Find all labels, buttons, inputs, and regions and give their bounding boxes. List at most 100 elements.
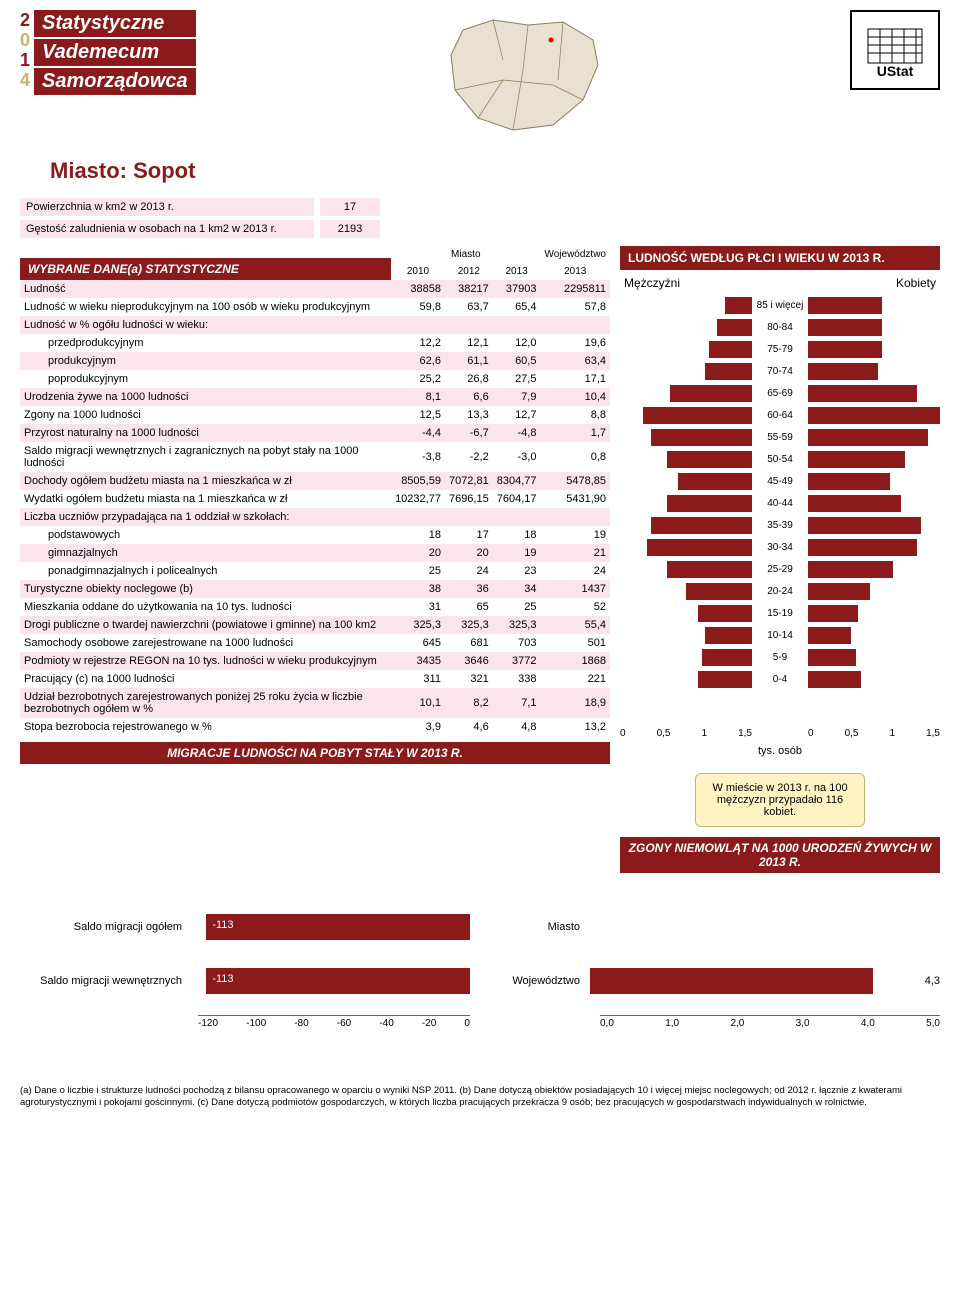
hbar-row: Saldo migracji wewnętrznych-113 — [20, 961, 470, 1001]
cell: -6,7 — [445, 424, 493, 442]
zgony-label: Miasto — [490, 921, 590, 933]
pyramid-age-label: 5-9 — [752, 652, 808, 663]
row-label: Ludność w wieku nieprodukcyjnym na 100 o… — [20, 298, 391, 316]
cell: 57,8 — [540, 298, 610, 316]
table-row: ponadgimnazjalnych i policealnych2524232… — [20, 562, 610, 580]
row-label: Pracujący (c) na 1000 ludności — [20, 670, 391, 688]
table-row: Ludność w % ogółu ludności w wieku: — [20, 316, 610, 334]
title-block: Statystyczne Vademecum Samorządowca — [34, 10, 196, 95]
pyramid-row: 5-9 — [620, 646, 940, 668]
pyramid-row: 50-54 — [620, 448, 940, 470]
pyramid-bar-male — [651, 517, 752, 534]
cell: 7696,15 — [445, 490, 493, 508]
tick: -40 — [379, 1018, 393, 1029]
hbar-bar — [206, 914, 470, 940]
pyramid-row: 40-44 — [620, 492, 940, 514]
cell: 59,8 — [391, 298, 445, 316]
cell: -3,0 — [493, 442, 541, 472]
cell: 13,3 — [445, 406, 493, 424]
zgony-value: 4,3 — [925, 975, 940, 987]
row-label: Wydatki ogółem budżetu miasta na 1 miesz… — [20, 490, 391, 508]
cell: 25 — [391, 562, 445, 580]
city-title: Miasto: Sopot — [50, 158, 940, 184]
cell: 1868 — [540, 652, 610, 670]
pyramid-age-label: 25-29 — [752, 564, 808, 575]
pyramid-bar-male — [717, 319, 752, 336]
cell: 20 — [391, 544, 445, 562]
table-row: Stopa bezrobocia rejestrowanego w %3,94,… — [20, 718, 610, 736]
row-label: ponadgimnazjalnych i policealnych — [20, 562, 391, 580]
cell: 27,5 — [493, 370, 541, 388]
row-label: gimnazjalnych — [20, 544, 391, 562]
pyramid-bar-male — [643, 407, 752, 424]
cell: 24 — [540, 562, 610, 580]
tick: 0 — [464, 1018, 470, 1029]
cell: 221 — [540, 670, 610, 688]
row-label: Drogi publiczne o twardej nawierzchni (p… — [20, 616, 391, 634]
cell: 10,1 — [391, 688, 445, 718]
table-row: Przyrost naturalny na 1000 ludności-4,4-… — [20, 424, 610, 442]
pyramid-bar-female — [808, 517, 921, 534]
main-table-col: WYBRANE DANE(a) STATYSTYCZNE Miasto Woje… — [20, 246, 610, 873]
cell: 3,9 — [391, 718, 445, 736]
row-label: Podmioty w rejestrze REGON na 10 tys. lu… — [20, 652, 391, 670]
ustat-text: UStat — [877, 63, 914, 79]
table-row: Liczba uczniów przypadająca na 1 oddział… — [20, 508, 610, 526]
pyramid-age-label: 30-34 — [752, 542, 808, 553]
cell: 55,4 — [540, 616, 610, 634]
pyramid-bar-female — [808, 649, 856, 666]
basics-label: Gęstość zaludnienia w osobach na 1 km2 w… — [20, 220, 314, 238]
table-row: Ludność3885838217379032295811 — [20, 280, 610, 298]
pyramid-unit: tys. osób — [620, 745, 940, 757]
year-d: 2 — [20, 10, 30, 30]
col-head: 2010 — [391, 263, 445, 280]
cell: 65,4 — [493, 298, 541, 316]
cell: 5478,85 — [540, 472, 610, 490]
pyramid-age-label: 65-69 — [752, 388, 808, 399]
pyramid-row: 15-19 — [620, 602, 940, 624]
cell — [540, 316, 610, 334]
row-label: Przyrost naturalny na 1000 ludności — [20, 424, 391, 442]
pyramid-row: 55-59 — [620, 426, 940, 448]
cell: 7072,81 — [445, 472, 493, 490]
cell: 20 — [445, 544, 493, 562]
pyramid-age-label: 70-74 — [752, 366, 808, 377]
tick: 1,5 — [926, 728, 940, 739]
table-row: Podmioty w rejestrze REGON na 10 tys. lu… — [20, 652, 610, 670]
tick: 0,5 — [657, 728, 671, 739]
cell: 4,8 — [493, 718, 541, 736]
row-label: podstawowych — [20, 526, 391, 544]
cell: 645 — [391, 634, 445, 652]
pyramid-row: 45-49 — [620, 470, 940, 492]
cell: 321 — [445, 670, 493, 688]
cell: 7604,17 — [493, 490, 541, 508]
row-label: Udział bezrobotnych zarejestrowanych pon… — [20, 688, 391, 718]
right-col: LUDNOŚĆ WEDŁUG PŁCI I WIEKU W 2013 R. Mę… — [620, 246, 940, 873]
pyramid-bar-male — [702, 649, 752, 666]
title-word: Samorządowca — [34, 68, 196, 95]
pyramid-bar-male — [725, 297, 752, 314]
pyramid-bar-male — [709, 341, 752, 358]
pyramid-age-label: 10-14 — [752, 630, 808, 641]
pyramid-bar-male — [670, 385, 752, 402]
logo-block: 2 0 1 4 Statystyczne Vademecum Samorządo… — [20, 10, 196, 95]
pyramid-bar-female — [808, 407, 940, 424]
cell: 3435 — [391, 652, 445, 670]
cell: 325,3 — [391, 616, 445, 634]
cell: 38858 — [391, 280, 445, 298]
table-row: przedprodukcyjnym12,212,112,019,6 — [20, 334, 610, 352]
pyramid-bar-male — [667, 561, 752, 578]
hbar-label: Saldo migracji wewnętrznych — [20, 975, 190, 987]
cell: 1,7 — [540, 424, 610, 442]
tick: 5,0 — [926, 1018, 940, 1029]
population-pyramid: 85 i więcej80-8475-7970-7465-6960-6455-5… — [620, 294, 940, 724]
main-table: WYBRANE DANE(a) STATYSTYCZNE Miasto Woje… — [20, 246, 610, 736]
footnote: (a) Dane o liczbie i strukturze ludności… — [20, 1085, 940, 1109]
pyramid-bar-male — [678, 473, 752, 490]
hbar-axis: -120-100-80-60-40-200 — [198, 1015, 470, 1029]
table-row: gimnazjalnych20201921 — [20, 544, 610, 562]
table-row: Dochody ogółem budżetu miasta na 1 miesz… — [20, 472, 610, 490]
pyramid-row: 65-69 — [620, 382, 940, 404]
cell: 17,1 — [540, 370, 610, 388]
pyramid-age-label: 35-39 — [752, 520, 808, 531]
